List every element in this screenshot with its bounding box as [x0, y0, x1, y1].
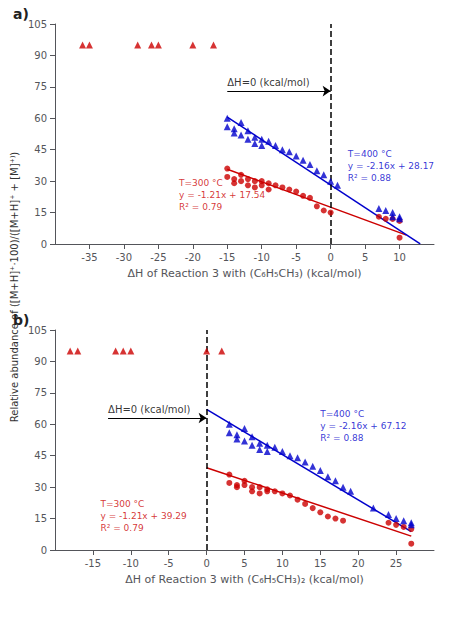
- svg-text:30: 30: [34, 482, 47, 493]
- svg-text:0: 0: [327, 252, 333, 263]
- svg-text:30: 30: [34, 176, 47, 187]
- svg-text:5: 5: [362, 252, 368, 263]
- svg-text:R² = 0.88: R² = 0.88: [320, 433, 363, 443]
- svg-text:T=300 °C: T=300 °C: [99, 499, 144, 509]
- svg-text:90: 90: [34, 356, 47, 367]
- svg-text:45: 45: [34, 144, 47, 155]
- svg-text:75: 75: [34, 387, 47, 398]
- svg-text:y = -2.16x + 28.17: y = -2.16x + 28.17: [348, 161, 434, 171]
- svg-text:-5: -5: [291, 252, 301, 263]
- svg-text:0: 0: [41, 239, 47, 250]
- svg-text:-25: -25: [150, 252, 166, 263]
- svg-text:-35: -35: [81, 252, 97, 263]
- svg-text:y = -1.21x + 17.54: y = -1.21x + 17.54: [179, 190, 266, 200]
- svg-text:-20: -20: [185, 252, 201, 263]
- svg-text:ΔH of Reaction 3 with (C₆H₅CH₃: ΔH of Reaction 3 with (C₆H₅CH₃)₂ (kcal/m…: [125, 573, 364, 586]
- svg-text:Relative abundance of ([M+H]⁺·: Relative abundance of ([M+H]⁺·100)/([M+H…: [9, 152, 20, 423]
- svg-text:ΔH=0 (kcal/mol): ΔH=0 (kcal/mol): [227, 77, 309, 88]
- svg-text:ΔH of Reaction 3 with (C₆H₅CH₃: ΔH of Reaction 3 with (C₆H₅CH₃) (kcal/mo…: [127, 267, 361, 280]
- svg-text:-10: -10: [123, 558, 139, 569]
- svg-text:-10: -10: [254, 252, 270, 263]
- svg-text:b): b): [13, 312, 29, 328]
- svg-text:-15: -15: [85, 558, 101, 569]
- svg-text:25: 25: [390, 558, 403, 569]
- svg-text:15: 15: [314, 558, 327, 569]
- svg-text:75: 75: [34, 81, 47, 92]
- svg-text:105: 105: [28, 19, 47, 30]
- svg-text:105: 105: [28, 325, 47, 336]
- svg-text:-15: -15: [219, 252, 235, 263]
- svg-text:90: 90: [34, 50, 47, 61]
- svg-text:10: 10: [393, 252, 406, 263]
- svg-text:a): a): [13, 6, 29, 22]
- svg-text:5: 5: [241, 558, 247, 569]
- svg-text:60: 60: [34, 419, 47, 430]
- svg-text:-5: -5: [164, 558, 174, 569]
- svg-text:T=300 °C: T=300 °C: [178, 178, 223, 188]
- svg-text:0: 0: [41, 545, 47, 556]
- svg-text:45: 45: [34, 450, 47, 461]
- svg-text:y = -1.21x + 39.29: y = -1.21x + 39.29: [100, 511, 187, 521]
- svg-text:-30: -30: [116, 252, 132, 263]
- svg-text:15: 15: [34, 207, 47, 218]
- svg-text:T=400 °C: T=400 °C: [347, 149, 392, 159]
- svg-text:0: 0: [203, 558, 209, 569]
- svg-text:R² = 0.79: R² = 0.79: [100, 523, 143, 533]
- svg-text:y = -2.16x + 67.12: y = -2.16x + 67.12: [320, 421, 406, 431]
- svg-text:20: 20: [352, 558, 365, 569]
- svg-text:R² = 0.79: R² = 0.79: [179, 202, 222, 212]
- svg-text:10: 10: [276, 558, 289, 569]
- svg-text:R² = 0.88: R² = 0.88: [348, 173, 391, 183]
- svg-text:15: 15: [34, 513, 47, 524]
- svg-text:60: 60: [34, 113, 47, 124]
- svg-text:T=400 °C: T=400 °C: [319, 409, 364, 419]
- svg-text:ΔH=0 (kcal/mol): ΔH=0 (kcal/mol): [108, 404, 190, 415]
